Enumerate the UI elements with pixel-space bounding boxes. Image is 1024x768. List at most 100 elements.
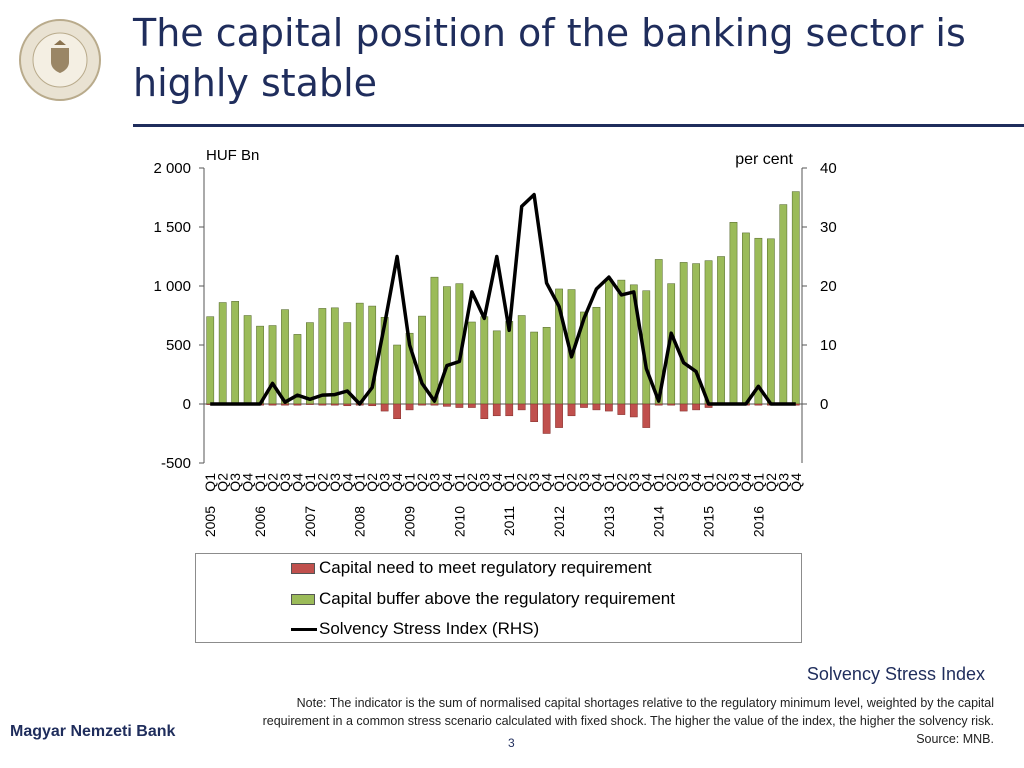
buffer-bar [766, 238, 775, 405]
x-quarter-label: Q4 [738, 473, 754, 492]
x-year-label: 2006 [252, 506, 268, 537]
need-bar [555, 403, 563, 428]
x-quarter-label: Q3 [676, 473, 692, 492]
x-quarter-label: Q1 [701, 473, 717, 492]
x-quarter-label: Q3 [426, 473, 442, 492]
need-bar [368, 403, 377, 407]
x-quarter-label: Q3 [377, 473, 393, 492]
x-quarter-label: Q3 [775, 473, 791, 492]
x-quarter-label: Q2 [763, 473, 779, 492]
need-bar [592, 403, 601, 411]
x-quarter-label: Q1 [252, 473, 268, 492]
buffer-bar [231, 301, 240, 405]
need-bar [380, 403, 389, 412]
buffer-bar [355, 302, 364, 405]
need-bar [530, 403, 539, 422]
need-bar [430, 403, 439, 406]
right-tick-label: 0 [820, 396, 828, 413]
x-quarter-label: Q2 [713, 473, 729, 492]
x-quarter-label: Q3 [576, 473, 592, 492]
x-quarter-label: Q1 [501, 473, 517, 492]
need-bar [418, 403, 426, 406]
x-quarter-label: Q3 [476, 473, 492, 492]
need-bar [617, 403, 626, 415]
need-bar [293, 403, 302, 406]
right-tick-label: 20 [820, 278, 837, 295]
x-quarter-label: Q3 [327, 473, 343, 492]
x-quarter-label: Q1 [352, 473, 368, 492]
need-bar [268, 403, 277, 406]
x-quarter-label: Q2 [414, 473, 430, 492]
buffer-bar [206, 316, 215, 405]
need-bar [505, 403, 514, 417]
left-tick-label: 1 000 [153, 278, 191, 295]
buffer-bar [754, 237, 763, 405]
x-year-label: 2010 [451, 506, 467, 537]
need-bar [580, 403, 588, 408]
x-year-label: 2008 [352, 506, 368, 537]
buffer-bar [418, 315, 426, 405]
left-axis-unit: HUF Bn [206, 147, 259, 164]
x-quarter-label: Q4 [688, 473, 704, 492]
need-bar [642, 403, 651, 428]
title-divider [133, 124, 1024, 127]
buffer-bar [480, 316, 489, 405]
buffer-bar [530, 331, 539, 405]
x-quarter-label: Q4 [788, 473, 804, 492]
buffer-bar [617, 279, 626, 405]
buffer-bar [791, 191, 800, 405]
x-quarter-label: Q3 [725, 473, 741, 492]
legend-item-capital-need: Capital need to meet regulatory requirem… [291, 556, 652, 580]
need-bar [605, 403, 613, 412]
buffer-bar [243, 315, 252, 405]
buffer-bar [605, 279, 613, 405]
buffer-bar [393, 344, 401, 405]
x-quarter-label: Q1 [551, 473, 567, 492]
need-bar [542, 403, 551, 434]
need-bar [480, 403, 489, 419]
x-year-label: 2007 [302, 506, 318, 537]
footer-bank-name: Magyar Nemzeti Bank [10, 723, 176, 740]
x-quarter-label: Q4 [289, 473, 305, 492]
buffer-bar [742, 232, 750, 405]
buffer-bar [729, 222, 738, 405]
need-bar [517, 403, 526, 411]
x-quarter-label: Q2 [514, 473, 530, 492]
x-quarter-label: Q1 [302, 473, 318, 492]
buffer-bar [218, 302, 227, 405]
buffer-bar [542, 327, 551, 405]
x-quarter-label: Q4 [240, 473, 256, 492]
buffer-bar [704, 260, 713, 405]
x-quarter-label: Q4 [489, 473, 505, 492]
left-tick-label: 1 500 [153, 219, 191, 236]
buffer-bar [430, 276, 439, 405]
mnb-seal-logo [19, 19, 101, 101]
legend-item-capital-buffer: Capital buffer above the regulatory requ… [291, 587, 675, 611]
need-bar [492, 403, 501, 417]
x-quarter-label: Q2 [265, 473, 281, 492]
right-axis-unit: per cent [735, 151, 793, 168]
need-bar [679, 403, 688, 412]
buffer-bar [330, 307, 339, 405]
x-quarter-label: Q2 [464, 473, 480, 492]
chart-caption: Solvency Stress Index [806, 664, 985, 684]
buffer-bar [306, 322, 314, 405]
need-bar [629, 403, 638, 418]
x-quarter-label: Q3 [526, 473, 542, 492]
x-year-label: 2015 [701, 506, 717, 537]
right-tick-label: 30 [820, 219, 837, 236]
need-bar [318, 403, 327, 406]
buffer-bar [492, 330, 501, 405]
red-swatch [291, 563, 315, 575]
x-year-label: 2012 [551, 506, 567, 537]
left-tick-label: -500 [161, 455, 191, 472]
left-tick-label: 0 [183, 396, 191, 413]
x-quarter-label: Q2 [613, 473, 629, 492]
right-tick-label: 40 [820, 160, 837, 177]
buffer-bar [717, 256, 725, 405]
x-quarter-label: Q1 [651, 473, 667, 492]
x-year-label: 2014 [651, 506, 667, 537]
x-quarter-label: Q2 [564, 473, 580, 492]
ssi-line [210, 192, 796, 406]
